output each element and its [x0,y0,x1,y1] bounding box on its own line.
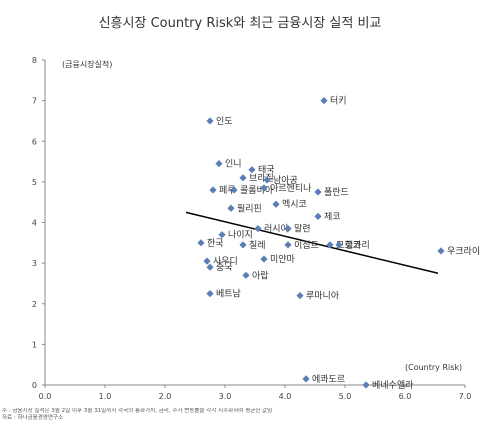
data-point-label: 아르헨티나 [270,182,311,194]
data-point-label: 루마니아 [306,291,340,302]
data-point [203,257,211,265]
data-point-label: 터키 [330,96,347,107]
source-text: 자료 : 하나금융경영연구소 [2,415,64,421]
data-point-label: 한국 [207,238,224,249]
data-point-label: 아랍 [252,270,269,281]
x-tick-label: 5.0 [339,392,352,401]
data-point [320,97,328,105]
data-point-label: 폴란드 [324,186,349,198]
footnote-text: 주 : 금융시장 실적은 3월 2일 이후 3월 31일까지 각국의 통화가치,… [2,408,273,414]
data-point-label: 필리핀 [237,202,262,214]
data-point [302,375,310,383]
data-point-label: 인니 [225,159,242,170]
data-point [326,241,334,249]
x-tick-label: 6.0 [399,392,412,401]
y-tick-label: 7 [32,97,37,106]
data-point-label: 나이지 [228,230,253,241]
data-point [209,186,217,194]
y-tick-label: 6 [32,137,37,146]
data-point-label: 베트남 [216,289,241,300]
data-point [248,166,256,174]
axes-group: 0 1 2 3 4 5 6 7 8 0.0 1.0 2.0 3.0 4.0 5.0 6.0 7.0 [32,56,471,401]
data-point-label: 브라질 [249,172,274,184]
y-tick-label: 3 [32,259,37,268]
data-point-label: 페루 [219,185,236,196]
data-point [254,224,262,233]
x-tick-label: 3.0 [219,392,232,401]
data-point [227,204,235,212]
data-point-label: 에콰도르 [312,374,345,385]
data-point [218,231,226,239]
data-point-label: 중국 [216,262,233,273]
data-point [206,263,214,271]
data-point-label: 러시아 [264,224,290,235]
data-point [260,255,268,263]
data-point-label: 태국 [258,165,275,176]
data-point-label: 헝가리 [345,240,370,251]
data-point-label: 사우디 [213,256,238,267]
data-point-label: 체코 [324,211,341,222]
data-point [242,271,250,279]
data-point [260,184,268,192]
data-point [272,200,280,208]
data-point-label: 우크라이나 [447,246,480,257]
data-point [335,241,343,249]
data-point [206,289,214,298]
data-point-label: 베네수엘라 [372,380,414,391]
x-axis-title: (Country Risk) [405,363,462,372]
data-point-label: 남아공 [273,175,298,186]
data-point-label: 콜롬비아 [240,185,274,196]
data-point [239,241,247,249]
footnote-block: 주 : 금융시장 실적은 3월 2일 이후 3월 31일까지 각국의 통화가치,… [2,408,478,422]
trendline-group [185,211,439,275]
data-point [284,224,292,233]
y-tick-label: 5 [32,178,37,187]
data-point [296,292,304,300]
data-point [206,117,214,125]
data-point [263,176,271,184]
data-point [437,247,445,255]
x-tick-label: 1.0 [99,392,112,401]
data-point-label: 모로코 [336,241,361,251]
chart-title: 신흥시장 Country Risk와 최근 금융시장 실적 비교 [98,16,382,31]
y-tick-label: 8 [32,56,37,65]
data-point [230,186,238,194]
data-point [197,239,205,247]
data-point [362,381,370,389]
y-tick-label: 0 [32,381,37,390]
data-point-label: 멕시코 [282,199,307,210]
data-point [314,212,322,221]
data-point [284,241,292,249]
x-tick-label: 2.0 [159,392,172,401]
data-point-label: 이집트 [294,239,319,251]
trendline [185,211,439,275]
y-axis-title: (금융시장실적) [62,59,112,69]
y-tick-label: 4 [32,219,37,228]
y-tick-label: 2 [32,300,37,309]
data-point-label: 미얀마 [270,253,296,265]
data-point [314,188,322,196]
data-point-label: 칠레 [249,240,266,251]
x-tick-label: 0.0 [39,392,52,401]
data-point-label: 인도 [216,116,233,127]
x-tick-label: 7.0 [459,392,472,401]
y-tick-label: 1 [32,340,37,349]
x-tick-label: 4.0 [279,392,292,401]
data-point [239,174,247,182]
data-point-label: 말련 [294,223,311,235]
data-point [215,159,223,168]
